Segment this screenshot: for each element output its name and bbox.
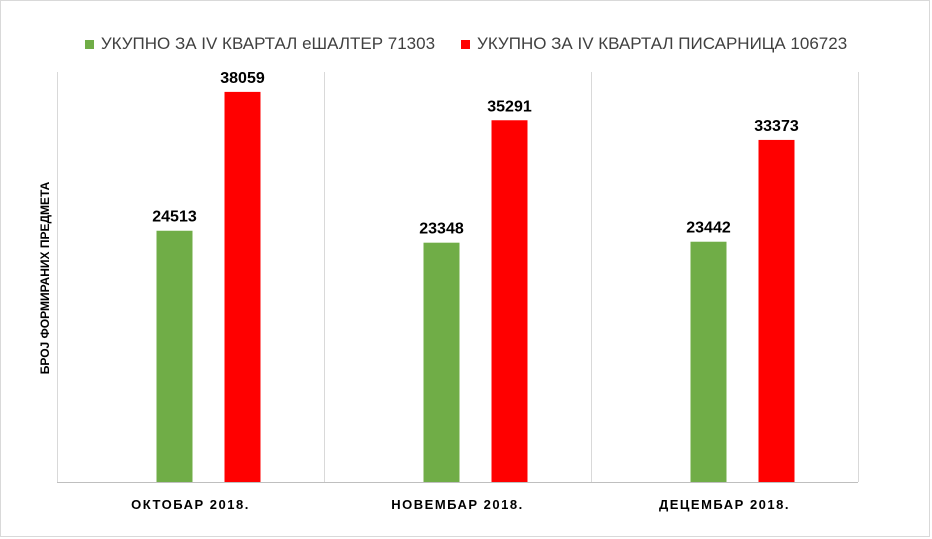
legend-item-pisarnica: УКУПНО ЗА IV КВАРТАЛ ПИСАРНИЦА 106723 <box>461 34 847 54</box>
bar <box>758 139 795 482</box>
bar <box>156 230 193 482</box>
legend-label-pisarnica: УКУПНО ЗА IV КВАРТАЛ ПИСАРНИЦА 106723 <box>477 34 848 53</box>
bar <box>224 91 261 482</box>
x-tick-label: ДЕЦЕМБАР 2018. <box>659 497 790 512</box>
legend-label-eshalter: УКУПНО ЗА IV КВАРТАЛ еШАЛТЕР 71303 <box>100 34 436 53</box>
bar <box>690 241 727 482</box>
data-label: 23348 <box>419 221 464 238</box>
legend: УКУПНО ЗА IV КВАРТАЛ еШАЛТЕР 71303 УКУПН… <box>0 34 932 54</box>
data-label: 33373 <box>754 118 799 135</box>
x-tick-label: НОВЕМБАР 2018. <box>391 497 523 512</box>
legend-item-eshalter: УКУПНО ЗА IV КВАРТАЛ еШАЛТЕР 71303 <box>84 34 436 54</box>
legend-swatch-pisarnica <box>461 39 471 49</box>
data-label: 24513 <box>152 209 197 226</box>
data-label: 23442 <box>686 220 731 237</box>
bar <box>423 242 460 482</box>
data-label: 38059 <box>220 70 265 87</box>
data-label: 35291 <box>487 98 532 115</box>
x-tick-label: ОКТОБАР 2018. <box>131 497 250 512</box>
legend-swatch-eshalter <box>84 39 94 49</box>
bar <box>491 120 528 483</box>
